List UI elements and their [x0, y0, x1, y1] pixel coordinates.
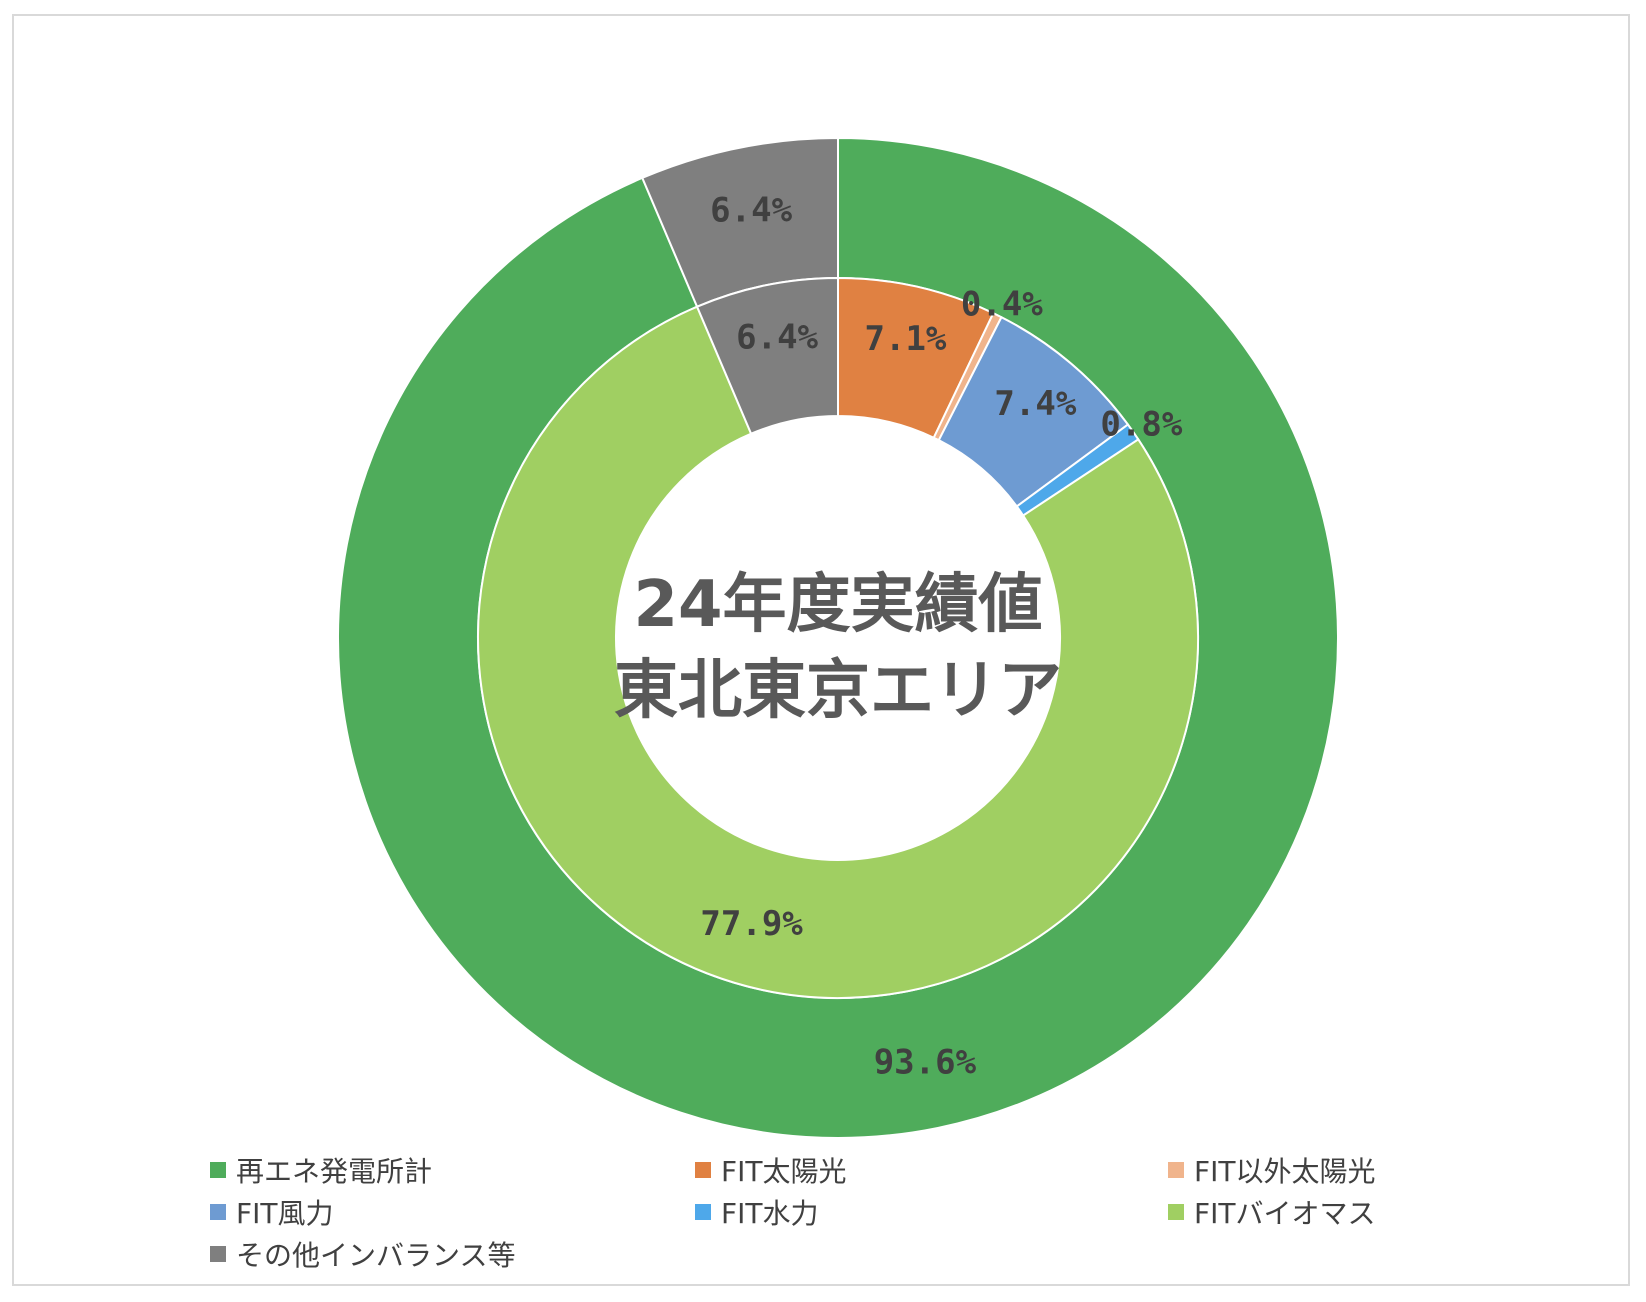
donut-hole [616, 416, 1060, 860]
outer-data-label-0: 93.6% [874, 1043, 977, 1083]
center-title-line-2: 東北東京エリア [614, 654, 1062, 728]
outer-data-label-1: 6.4% [710, 190, 792, 230]
inner-data-label-4: 77.9% [700, 904, 803, 944]
inner-data-label-1: 0.4% [961, 285, 1043, 325]
inner-ring [477, 276, 1199, 999]
data-labels: 93.6% 6.4% 7.1% 0.4% 7.4% 0.8% 77.9% 6.4% [700, 190, 1182, 1082]
inner-data-label-5: 6.4% [736, 318, 818, 358]
inner-data-label-0: 7.1% [865, 319, 947, 359]
inner-data-label-3: 0.8% [1100, 405, 1182, 445]
center-title-line-1: 24年度実績値 [633, 568, 1042, 642]
inner-data-label-2: 7.4% [994, 384, 1076, 424]
